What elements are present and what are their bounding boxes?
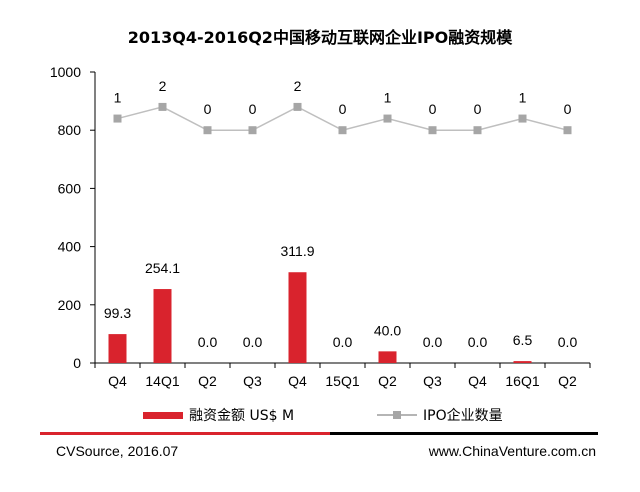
footer-divider <box>40 432 598 435</box>
line-point <box>158 102 167 111</box>
x-tick-label: 14Q1 <box>145 373 179 389</box>
bar-data-label: 6.5 <box>513 332 533 348</box>
y-tick-label: 800 <box>58 122 82 138</box>
line-point <box>248 126 257 135</box>
line-point <box>203 126 212 135</box>
y-tick-label: 400 <box>58 239 82 255</box>
x-tick-label: 15Q1 <box>325 373 359 389</box>
line-point <box>113 114 122 123</box>
legend-item-bar: 融资金额 US$ M <box>143 405 294 425</box>
x-tick-label: Q4 <box>108 373 127 389</box>
line-point <box>428 126 437 135</box>
bar-data-label: 0.0 <box>558 334 578 350</box>
line-point <box>473 126 482 135</box>
line-data-label: 0 <box>339 101 347 117</box>
bar-data-label: 0.0 <box>333 334 353 350</box>
bar-data-label: 0.0 <box>243 334 263 350</box>
bar <box>378 351 397 363</box>
line-data-label: 2 <box>159 78 167 94</box>
line-data-label: 2 <box>294 78 302 94</box>
y-tick-label: 200 <box>58 297 82 313</box>
line-data-label: 1 <box>114 90 122 106</box>
legend-item-line: IPO企业数量 <box>377 405 503 425</box>
legend-swatch-bar <box>143 411 183 419</box>
bar <box>288 272 307 363</box>
line-point <box>563 126 572 135</box>
bar-data-label: 311.9 <box>281 243 315 259</box>
line-data-label: 0 <box>249 101 257 117</box>
footer-website: www.ChinaVenture.com.cn <box>428 443 596 459</box>
line-data-label: 0 <box>564 101 572 117</box>
legend-label-bar: 融资金额 US$ M <box>189 408 295 424</box>
line-point <box>518 114 527 123</box>
x-tick-label: Q2 <box>558 373 577 389</box>
line-data-label: 0 <box>429 101 437 117</box>
legend-label-line: IPO企业数量 <box>423 408 503 424</box>
y-tick-label: 600 <box>58 180 82 196</box>
y-tick-label: 1000 <box>50 64 81 80</box>
footer-source: CVSource, 2016.07 <box>56 443 179 459</box>
bar-data-label: 0.0 <box>423 334 443 350</box>
bar <box>108 334 127 363</box>
x-tick-label: 16Q1 <box>505 373 539 389</box>
x-tick-label: Q4 <box>468 373 487 389</box>
bar-data-label: 99.3 <box>104 305 131 321</box>
bar-data-label: 0.0 <box>468 334 488 350</box>
line-data-label: 1 <box>384 90 392 106</box>
x-tick-label: Q2 <box>198 373 217 389</box>
line-point <box>293 102 302 111</box>
legend-swatch-line <box>377 411 417 419</box>
chart-title: 2013Q4-2016Q2中国移动互联网企业IPO融资规模 <box>127 28 513 47</box>
bar-data-label: 0.0 <box>198 334 218 350</box>
bar-data-label: 40.0 <box>374 322 401 338</box>
x-tick-label: Q4 <box>288 373 307 389</box>
x-tick-label: Q2 <box>378 373 397 389</box>
line-point <box>338 126 347 135</box>
line-data-label: 0 <box>204 101 212 117</box>
bar <box>513 361 532 363</box>
bar-data-label: 254.1 <box>145 260 180 276</box>
line-point <box>383 114 392 123</box>
line-data-label: 0 <box>474 101 482 117</box>
x-tick-label: Q3 <box>243 373 262 389</box>
bar <box>153 289 172 363</box>
y-tick-label: 0 <box>73 355 81 371</box>
line-data-label: 1 <box>519 90 527 106</box>
x-tick-label: Q3 <box>423 373 442 389</box>
